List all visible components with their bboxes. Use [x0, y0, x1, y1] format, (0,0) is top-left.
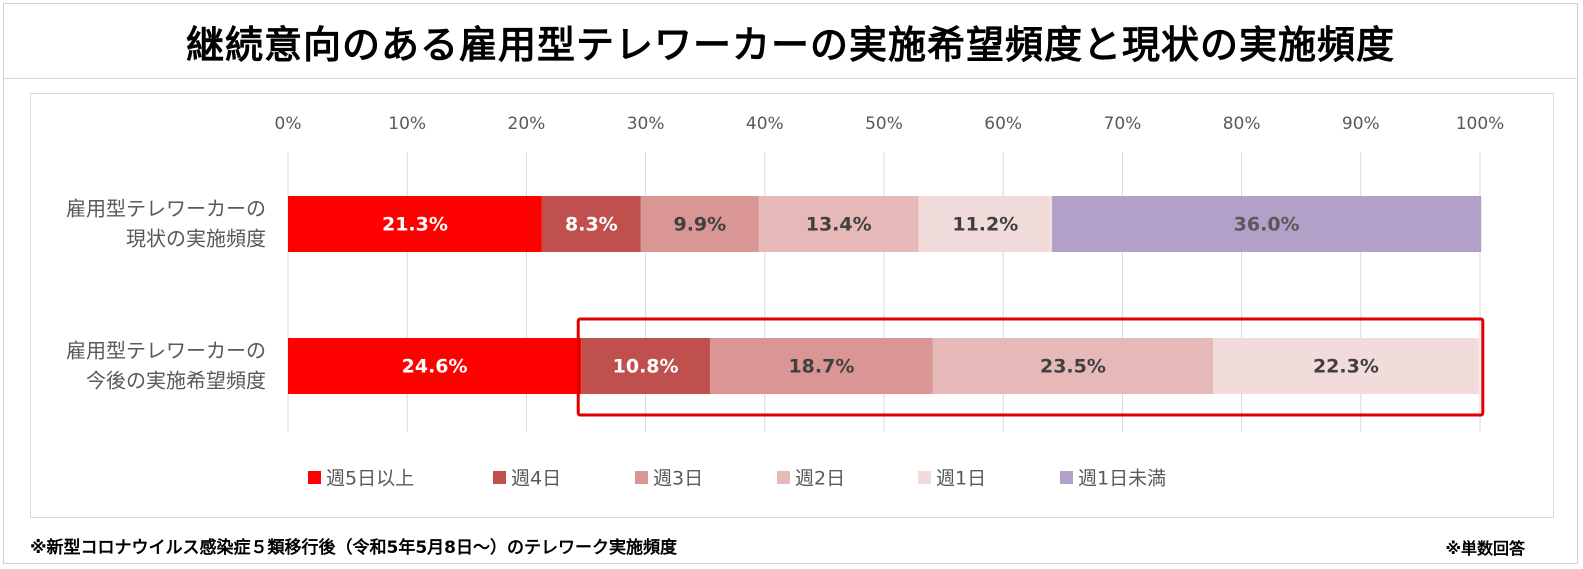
category-label: 現状の実施頻度 — [126, 227, 266, 251]
x-tick-label: 10% — [388, 114, 426, 134]
bar-segment — [918, 196, 1053, 252]
category-label: 雇用型テレワーカーの — [66, 197, 266, 221]
x-tick-label: 40% — [746, 114, 784, 134]
data-label: 10.8% — [613, 356, 679, 378]
legend-label: 週5日以上 — [326, 468, 414, 490]
data-label: 22.3% — [1313, 356, 1379, 378]
x-tick-label: 60% — [984, 114, 1022, 134]
x-tick-label: 20% — [508, 114, 546, 134]
bar-segment — [758, 196, 919, 252]
chart-area — [30, 93, 1554, 518]
answer-type-note: ※単数回答 — [1445, 539, 1525, 558]
x-tick-label: 50% — [865, 114, 903, 134]
bar-segment — [541, 196, 641, 252]
legend-swatch — [777, 471, 790, 484]
chart-title: 継続意向のある雇用型テレワーカーの実施希望頻度と現状の実施頻度 — [185, 22, 1395, 67]
bar-segment — [1212, 338, 1479, 394]
footnote: ※新型コロナウイルス感染症５類移行後（令和5年5月8日～）のテレワーク実施頻度 — [30, 538, 678, 558]
category-label: 今後の実施希望頻度 — [86, 369, 266, 393]
bar-segment — [581, 338, 710, 394]
x-tick-label: 100% — [1456, 114, 1505, 134]
legend-swatch — [308, 471, 321, 484]
x-tick-label: 30% — [627, 114, 665, 134]
x-tick-label: 90% — [1342, 114, 1380, 134]
category-label: 雇用型テレワーカーの — [66, 339, 266, 363]
legend-label: 週3日 — [653, 468, 703, 490]
bar-segment — [1052, 196, 1482, 252]
legend-swatch — [635, 471, 648, 484]
data-label: 9.9% — [673, 214, 726, 236]
legend-swatch — [918, 471, 931, 484]
x-tick-label: 80% — [1223, 114, 1261, 134]
data-label: 21.3% — [382, 214, 448, 236]
bar-segment — [640, 196, 759, 252]
bar-segment — [709, 338, 933, 394]
legend-swatch — [493, 471, 506, 484]
data-label: 36.0% — [1234, 214, 1300, 236]
data-label: 24.6% — [402, 356, 468, 378]
figure-frame — [3, 3, 1578, 564]
data-label: 8.3% — [565, 214, 618, 236]
data-label: 23.5% — [1040, 356, 1106, 378]
legend-label: 週2日 — [795, 468, 845, 490]
bar-segment — [288, 196, 542, 252]
highlight-box — [576, 317, 1485, 417]
bar-segment — [288, 338, 582, 394]
legend-swatch — [1060, 471, 1073, 484]
legend-label: 週1日未満 — [1078, 468, 1166, 490]
x-tick-label: 70% — [1104, 114, 1142, 134]
x-tick-label: 0% — [275, 114, 302, 134]
title-bar: 継続意向のある雇用型テレワーカーの実施希望頻度と現状の実施頻度 — [4, 4, 1577, 79]
data-label: 11.2% — [952, 214, 1018, 236]
data-label: 18.7% — [788, 356, 854, 378]
legend-label: 週4日 — [511, 468, 561, 490]
legend-label: 週1日 — [936, 468, 986, 490]
bar-segment — [932, 338, 1213, 394]
data-label: 13.4% — [806, 214, 872, 236]
